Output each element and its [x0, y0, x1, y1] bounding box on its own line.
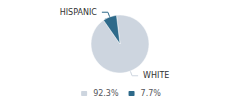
- svg-text:7.7%: 7.7%: [141, 89, 162, 98]
- svg-text:HISPANIC: HISPANIC: [60, 8, 98, 17]
- svg-text:WHITE: WHITE: [143, 71, 169, 80]
- svg-text:92.3%: 92.3%: [93, 89, 119, 98]
